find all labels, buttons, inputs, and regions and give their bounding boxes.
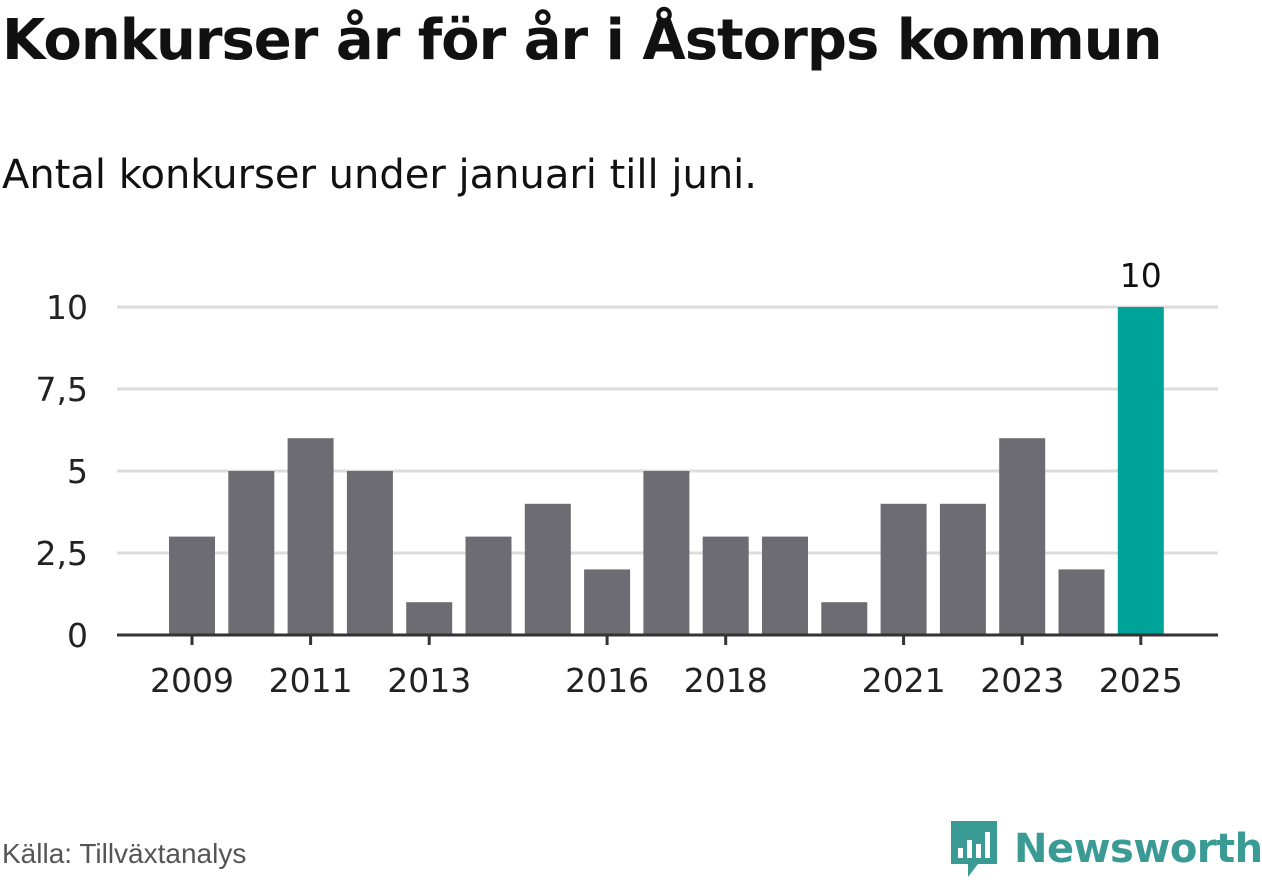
chart-title: Konkurser år för år i Åstorps kommun xyxy=(2,8,1162,73)
x-tick-label: 2025 xyxy=(1099,661,1183,700)
newsworthy-logo-icon xyxy=(951,821,997,877)
y-axis-labels: 0 2,5 5 7,5 10 xyxy=(36,288,88,655)
x-tick-label: 2013 xyxy=(387,661,471,700)
x-axis-ticks xyxy=(190,635,1143,645)
bar-2012 xyxy=(346,471,393,635)
value-label-2025: 10 xyxy=(1120,256,1162,295)
value-labels: 10 xyxy=(1120,256,1162,295)
y-tick-label: 7,5 xyxy=(36,370,88,409)
bar-2019 xyxy=(762,536,808,635)
y-tick-label: 5 xyxy=(67,452,88,491)
chart-subtitle: Antal konkurser under januari till juni. xyxy=(2,152,757,198)
bar-2024 xyxy=(1058,569,1105,635)
source-note: Källa: Tillväxtanalys xyxy=(2,838,247,869)
x-tick-label: 2018 xyxy=(684,661,768,700)
bar-2009 xyxy=(169,536,215,635)
bar-2023 xyxy=(999,438,1046,635)
x-tick-label: 2023 xyxy=(980,661,1064,700)
bar-2014 xyxy=(465,536,512,635)
bar-2020 xyxy=(821,602,868,635)
bar-chart: 02,557,510 10 2009 2011 2013 2016 2018 2021 20… xyxy=(36,256,1218,700)
x-tick-label: 2016 xyxy=(565,661,649,700)
bar-2011 xyxy=(287,438,334,635)
bar-2016 xyxy=(584,569,631,635)
y-tick-label: 0 xyxy=(67,616,88,655)
bar-2025 xyxy=(1117,307,1164,635)
x-tick-label: 2009 xyxy=(150,661,234,700)
x-axis-labels: 2009 2011 2013 2016 2018 2021 2023 2025 xyxy=(150,661,1183,700)
brand-logo: Newsworthy xyxy=(948,818,1262,880)
bar-2010 xyxy=(228,471,275,635)
bar-2022 xyxy=(939,503,986,635)
bar-2018 xyxy=(702,536,749,635)
bar-2021 xyxy=(880,503,927,635)
y-tick-label: 10 xyxy=(46,288,88,327)
x-tick-label: 2021 xyxy=(862,661,946,700)
brand-name: Newsworthy xyxy=(1014,826,1262,872)
bar-2015 xyxy=(524,503,571,635)
y-tick-label: 2,5 xyxy=(36,534,88,573)
bar-2017 xyxy=(643,471,690,635)
bar-2013 xyxy=(406,602,453,635)
x-tick-label: 2011 xyxy=(269,661,353,700)
bars xyxy=(169,307,1164,635)
